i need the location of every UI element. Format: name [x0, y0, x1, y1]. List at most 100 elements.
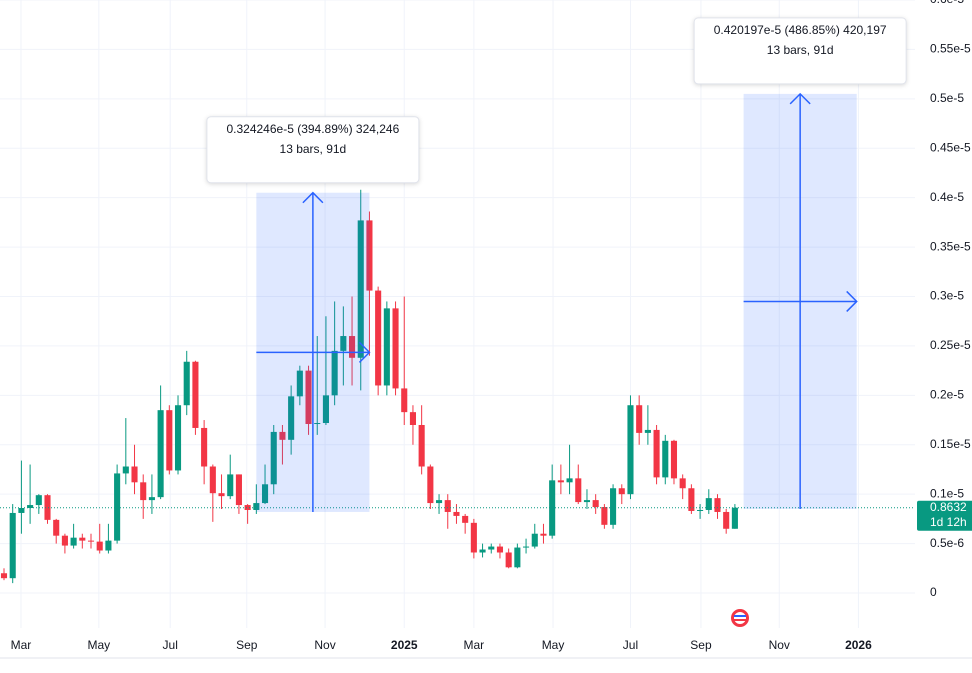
y-tick-label: 0.5e-6 — [930, 536, 964, 550]
candle-body — [383, 308, 390, 386]
candle-body — [218, 493, 225, 497]
candle-body — [79, 537, 86, 541]
x-tick-label: Nov — [314, 638, 335, 652]
candle-body — [436, 500, 443, 504]
measure-label-box — [693, 17, 907, 85]
x-tick-label: 2026 — [845, 638, 872, 652]
candle-body — [366, 220, 373, 291]
x-tick-label: May — [88, 638, 111, 652]
candle-body — [288, 396, 295, 440]
candle-body — [444, 500, 451, 512]
x-tick-label: Sep — [690, 638, 712, 652]
candle-body — [357, 220, 364, 358]
candle-body — [653, 429, 660, 478]
candle-body — [70, 537, 77, 546]
axes: 0 0.5e-6 0.1e-5 0.15e-5 0.2e-5 0.25e-5 0.3e-5 0… — [11, 0, 972, 652]
candle-body — [488, 546, 495, 550]
y-tick-label: 0.5e-5 — [930, 91, 964, 105]
candle-body — [105, 540, 112, 551]
candle-body — [261, 484, 269, 504]
candle-body — [705, 498, 712, 510]
candle-body — [305, 370, 312, 425]
y-tick-label: 0.55e-5 — [930, 42, 971, 56]
candle-body — [636, 405, 643, 433]
candle-body — [401, 388, 408, 413]
measure-label: 0.420197e-5 (486.85%) 420,197 — [714, 23, 887, 37]
candle-body — [322, 395, 329, 424]
candle-body — [244, 505, 251, 510]
candle-body — [514, 547, 521, 568]
measure-arrowhead — [302, 191, 324, 204]
y-tick-label: 0.6e-5 — [930, 0, 964, 6]
candle-body — [192, 361, 199, 428]
candle-body — [583, 500, 591, 503]
candle-body — [523, 546, 530, 548]
y-tick-label: 0.2e-5 — [930, 388, 964, 402]
plot-area: 0.324246e-5 (394.89%) 324,246 13 bars, 91… — [0, 17, 915, 584]
candle-body — [592, 500, 599, 508]
measure-label: 0.324246e-5 (394.89%) 324,246 — [226, 122, 399, 136]
candle-body — [557, 480, 564, 483]
candle-body — [540, 533, 547, 536]
candle-body — [375, 290, 382, 386]
candle-body — [157, 410, 164, 498]
measure-bars: 13 bars, 91d — [280, 142, 347, 156]
candle-body — [418, 424, 425, 467]
candle-body — [183, 361, 190, 406]
candle-body — [209, 466, 216, 494]
candle-body — [253, 503, 260, 510]
candle-body — [348, 336, 356, 358]
candle-body — [566, 478, 573, 483]
x-tick-label: May — [542, 638, 565, 652]
candle-body — [644, 429, 651, 433]
candle-body — [723, 511, 730, 529]
candle-body — [462, 515, 469, 523]
x-tick-label: Mar — [11, 638, 32, 652]
last-price-countdown: 1d 12h — [930, 515, 967, 529]
candle-body — [688, 488, 695, 511]
x-tick-label: 2025 — [391, 638, 418, 652]
y-tick-label: 0.1e-5 — [930, 486, 964, 500]
measure-arrowhead — [358, 341, 371, 363]
candle-body — [610, 488, 617, 525]
y-tick-label: 0 — [930, 585, 937, 599]
candle-body — [44, 495, 51, 520]
last-price-label: 0.8632 — [930, 500, 967, 514]
candle-body — [392, 308, 399, 389]
y-tick-label: 0.4e-5 — [930, 190, 964, 204]
candle-body — [61, 535, 68, 546]
candle-body — [148, 497, 155, 501]
x-tick-label: Sep — [236, 638, 258, 652]
candle-body — [453, 511, 460, 516]
candle-body — [409, 412, 416, 425]
candle-body — [18, 508, 25, 513]
candle-body — [96, 541, 103, 551]
x-tick-label: Nov — [769, 638, 790, 652]
x-tick-label: Mar — [464, 638, 485, 652]
x-tick-label: Jul — [163, 638, 178, 652]
candle-body — [296, 370, 303, 397]
y-tick-label: 0.15e-5 — [930, 437, 971, 451]
candle-body — [427, 466, 434, 504]
candle-body — [53, 519, 60, 536]
x-tick-label: Jul — [623, 638, 638, 652]
measure-bars: 13 bars, 91d — [767, 43, 834, 57]
flag-icon — [729, 607, 751, 629]
candle-body — [174, 405, 182, 471]
candle-body — [618, 488, 625, 495]
candle-body — [314, 423, 321, 425]
candle-body — [470, 522, 477, 553]
candle-body — [235, 474, 242, 506]
candle-body — [505, 552, 512, 568]
candle-body — [670, 440, 678, 479]
candle-body — [166, 410, 173, 471]
candle-body — [27, 505, 34, 509]
candle-body — [479, 549, 486, 553]
candle-body — [114, 473, 121, 541]
y-tick-label: 0.25e-5 — [930, 338, 971, 352]
candle-body — [340, 336, 347, 351]
y-tick-label: 0.3e-5 — [930, 289, 964, 303]
candle-body — [131, 466, 138, 483]
candle-body — [270, 431, 277, 485]
